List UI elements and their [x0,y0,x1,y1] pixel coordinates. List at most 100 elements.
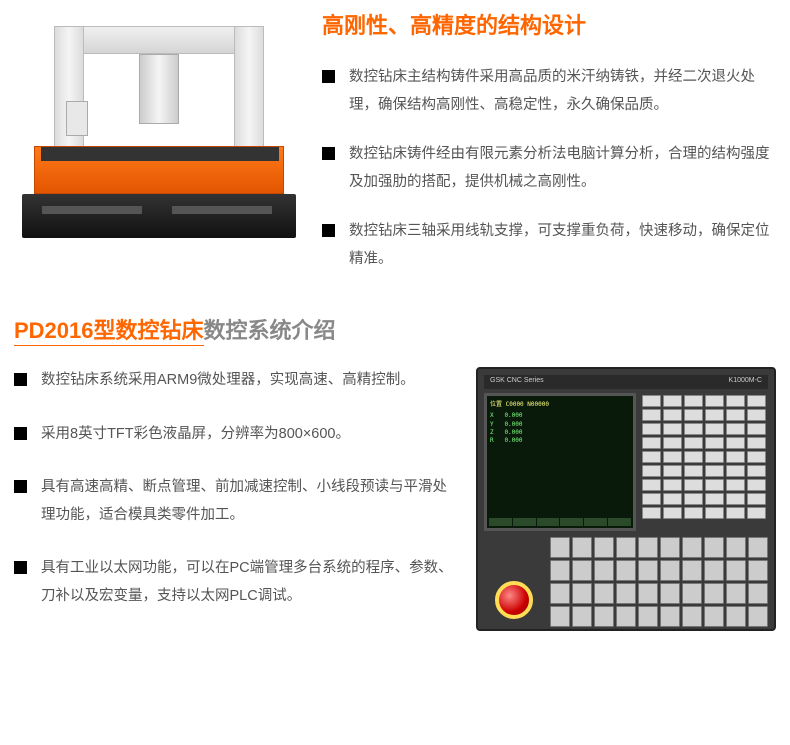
cnc-key[interactable] [747,437,766,449]
cnc-fn-key[interactable] [682,583,702,604]
cnc-key[interactable] [642,423,661,435]
cnc-fn-key[interactable] [616,537,636,558]
cnc-key[interactable] [663,451,682,463]
cnc-key[interactable] [726,437,745,449]
machine-beam [54,26,264,54]
cnc-fn-key[interactable] [572,583,592,604]
cnc-fn-key[interactable] [594,537,614,558]
cnc-key[interactable] [705,451,724,463]
cnc-key[interactable] [705,493,724,505]
cnc-fn-key[interactable] [660,606,680,627]
cnc-fn-key[interactable] [748,560,768,581]
cnc-key[interactable] [642,395,661,407]
cnc-key[interactable] [684,409,703,421]
cnc-function-keys [550,537,768,627]
cnc-fn-key[interactable] [638,537,658,558]
cnc-fn-key[interactable] [594,606,614,627]
cnc-key[interactable] [684,465,703,477]
cnc-fn-key[interactable] [704,583,724,604]
cnc-key[interactable] [642,493,661,505]
cnc-key[interactable] [663,423,682,435]
cnc-key[interactable] [684,507,703,519]
cnc-key[interactable] [663,465,682,477]
cnc-key[interactable] [726,395,745,407]
cnc-key[interactable] [726,507,745,519]
cnc-key[interactable] [663,507,682,519]
cnc-fn-key[interactable] [660,537,680,558]
cnc-fn-key[interactable] [682,560,702,581]
screen-softkeys [489,518,631,526]
cnc-key[interactable] [705,507,724,519]
cnc-fn-key[interactable] [572,606,592,627]
cnc-fn-key[interactable] [748,583,768,604]
cnc-key[interactable] [642,409,661,421]
section-structure-design: 高刚性、高精度的结构设计 数控钻床主结构铸件采用高品质的米汗纳铸铁，并经二次退火… [14,8,776,295]
cnc-key[interactable] [726,479,745,491]
cnc-fn-key[interactable] [704,606,724,627]
cnc-key[interactable] [705,437,724,449]
cnc-fn-key[interactable] [726,606,746,627]
cnc-fn-key[interactable] [550,560,570,581]
cnc-fn-key[interactable] [704,537,724,558]
bullet-text: 数控钻床铸件经由有限元素分析法电脑计算分析，合理的结构强度及加强肋的搭配，提供机… [349,141,776,196]
cnc-key[interactable] [747,409,766,421]
cnc-key[interactable] [726,493,745,505]
cnc-key[interactable] [684,493,703,505]
cnc-key[interactable] [642,437,661,449]
cnc-key[interactable] [726,451,745,463]
cnc-key[interactable] [663,479,682,491]
cnc-fn-key[interactable] [550,583,570,604]
cnc-key[interactable] [705,409,724,421]
cnc-key[interactable] [642,507,661,519]
cnc-fn-key[interactable] [638,606,658,627]
cnc-fn-key[interactable] [638,560,658,581]
cnc-key[interactable] [684,423,703,435]
cnc-key[interactable] [747,423,766,435]
cnc-key[interactable] [705,423,724,435]
emergency-stop-button[interactable] [495,581,533,619]
cnc-key[interactable] [747,507,766,519]
cnc-key[interactable] [684,479,703,491]
cnc-fn-key[interactable] [572,537,592,558]
cnc-fn-key[interactable] [572,560,592,581]
cnc-fn-key[interactable] [594,583,614,604]
cnc-key[interactable] [663,437,682,449]
cnc-key[interactable] [726,423,745,435]
cnc-fn-key[interactable] [638,583,658,604]
cnc-key[interactable] [663,493,682,505]
cnc-key[interactable] [726,465,745,477]
cnc-key[interactable] [747,395,766,407]
cnc-key[interactable] [642,451,661,463]
cnc-fn-key[interactable] [748,606,768,627]
cnc-key[interactable] [642,465,661,477]
cnc-fn-key[interactable] [616,560,636,581]
cnc-key[interactable] [747,465,766,477]
cnc-key[interactable] [747,493,766,505]
cnc-key[interactable] [663,395,682,407]
cnc-key[interactable] [747,479,766,491]
cnc-key[interactable] [705,395,724,407]
cnc-fn-key[interactable] [704,560,724,581]
cnc-fn-key[interactable] [726,560,746,581]
cnc-fn-key[interactable] [616,583,636,604]
cnc-key[interactable] [684,437,703,449]
cnc-key[interactable] [642,479,661,491]
cnc-fn-key[interactable] [594,560,614,581]
cnc-fn-key[interactable] [682,606,702,627]
cnc-key[interactable] [663,409,682,421]
cnc-key[interactable] [705,479,724,491]
cnc-fn-key[interactable] [726,583,746,604]
cnc-fn-key[interactable] [682,537,702,558]
cnc-fn-key[interactable] [748,537,768,558]
cnc-fn-key[interactable] [660,583,680,604]
cnc-key[interactable] [747,451,766,463]
cnc-fn-key[interactable] [550,537,570,558]
cnc-fn-key[interactable] [726,537,746,558]
cnc-fn-key[interactable] [616,606,636,627]
cnc-fn-key[interactable] [660,560,680,581]
cnc-key[interactable] [726,409,745,421]
cnc-key[interactable] [684,451,703,463]
cnc-key[interactable] [705,465,724,477]
cnc-fn-key[interactable] [550,606,570,627]
cnc-key[interactable] [684,395,703,407]
